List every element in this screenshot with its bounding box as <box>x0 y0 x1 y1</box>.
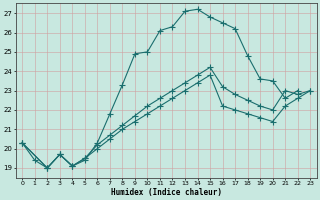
X-axis label: Humidex (Indice chaleur): Humidex (Indice chaleur) <box>111 188 222 197</box>
